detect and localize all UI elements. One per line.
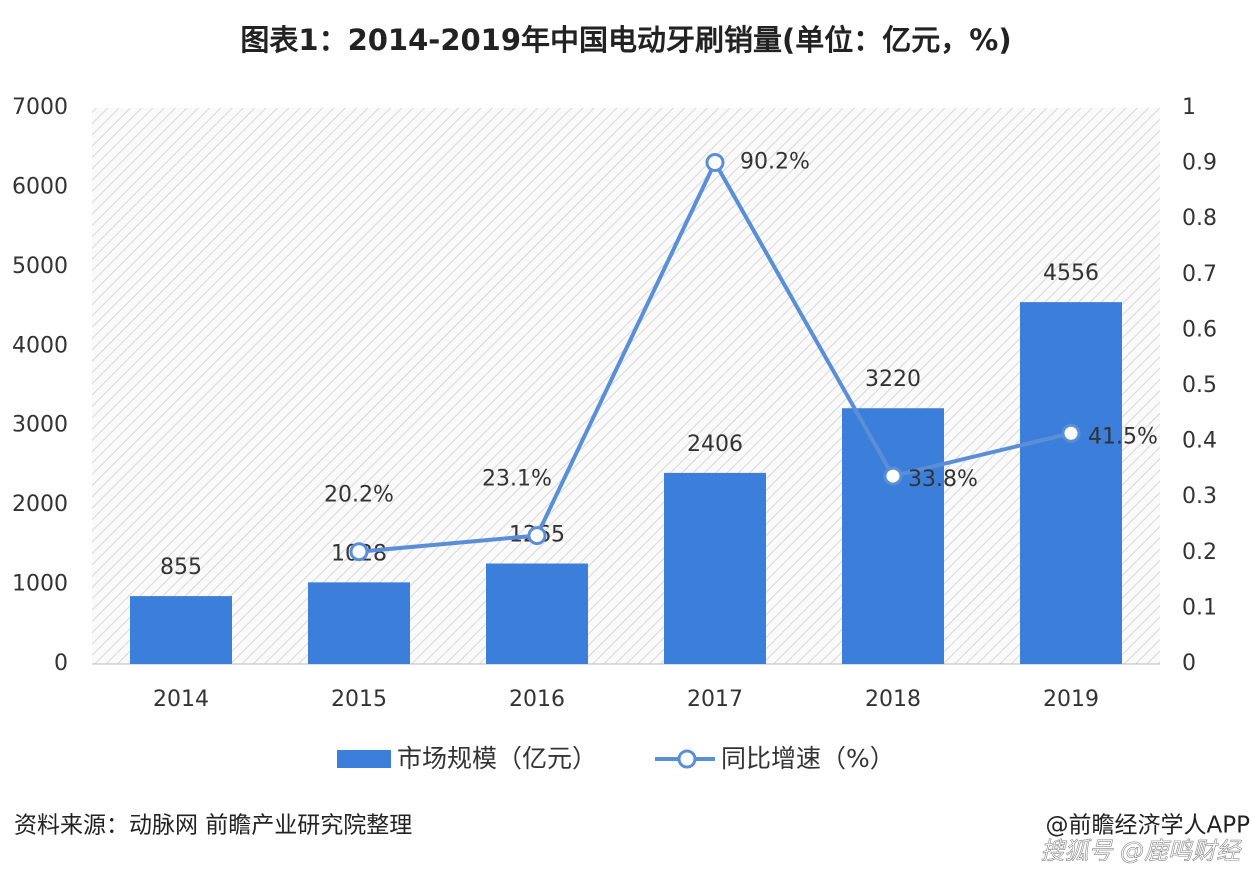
line-value-label: 20.2% [324, 483, 394, 508]
y2-tick-label: 0.8 [1182, 206, 1217, 231]
line-value-label: 23.1% [482, 467, 552, 492]
line-value-label: 90.2% [740, 149, 810, 174]
line-point [349, 542, 369, 562]
y-tick-label: 5000 [12, 254, 68, 279]
bar [842, 408, 944, 664]
plot-background [92, 108, 1160, 664]
x-tick-label: 2015 [331, 687, 387, 712]
y-tick-label: 1000 [12, 572, 68, 597]
source-note: 资料来源：动脉网 前瞻产业研究院整理 [14, 813, 412, 839]
y2-tick-label: 0.6 [1182, 317, 1217, 342]
x-tick-label: 2018 [865, 687, 921, 712]
bar [308, 582, 410, 664]
x-tick-label: 2016 [509, 687, 565, 712]
y2-tick-label: 0.3 [1182, 484, 1217, 509]
credit: @前瞻经济学人APP [1046, 813, 1251, 839]
bar-value-label: 3220 [865, 367, 921, 392]
y2-tick-label: 0.9 [1182, 151, 1217, 176]
legend-swatch [337, 750, 391, 768]
y-tick-label: 6000 [12, 174, 68, 199]
bar [664, 472, 766, 664]
bar-value-label: 4556 [1043, 261, 1099, 286]
legend-label: 同比增速（%） [721, 744, 895, 773]
y2-tick-label: 1 [1182, 95, 1196, 120]
y2-tick-label: 0.1 [1182, 595, 1217, 620]
bar [130, 596, 232, 664]
y2-tick-label: 0.4 [1182, 429, 1217, 454]
watermark: 搜狐号 @鹿鸣财经 [1040, 837, 1243, 865]
x-tick-label: 2017 [687, 687, 743, 712]
y-tick-label: 4000 [12, 333, 68, 358]
line-point [1061, 423, 1081, 443]
y-tick-label: 0 [54, 651, 68, 676]
chart-title: 图表1：2014-2019年中国电动牙刷销量(单位：亿元，%) [240, 23, 1011, 57]
x-tick-label: 2019 [1043, 687, 1099, 712]
y2-tick-label: 0 [1182, 651, 1196, 676]
y2-tick-label: 0.7 [1182, 262, 1217, 287]
line-value-label: 33.8% [908, 467, 978, 492]
y2-tick-label: 0.2 [1182, 540, 1217, 565]
line-point [527, 526, 547, 546]
bar-value-label: 2406 [687, 432, 743, 457]
y2-tick-label: 0.5 [1182, 373, 1217, 398]
x-tick-label: 2014 [153, 687, 209, 712]
y-tick-label: 7000 [12, 95, 68, 120]
bar-value-label: 855 [160, 555, 202, 580]
bar [486, 563, 588, 664]
y-tick-label: 2000 [12, 492, 68, 517]
line-value-label: 41.5% [1088, 424, 1158, 449]
line-point [705, 152, 725, 172]
y-tick-label: 3000 [12, 413, 68, 438]
bar [1020, 302, 1122, 664]
legend-swatch [677, 749, 697, 769]
line-point [883, 466, 903, 486]
legend-label: 市场规模（亿元） [397, 744, 597, 773]
